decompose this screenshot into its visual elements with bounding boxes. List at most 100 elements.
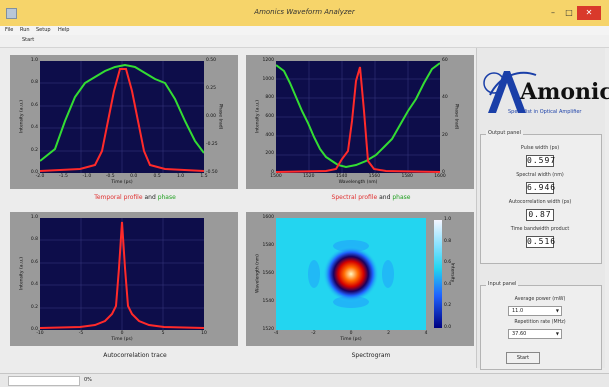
temporal-xtick: -1.5 (59, 174, 68, 179)
temporal-ytick-right: 0.50 (206, 58, 217, 63)
spectrogram-ytick-left: 1540 (262, 299, 274, 304)
input-panel-title: Input panel (486, 281, 519, 287)
close-button[interactable]: ✕ (577, 6, 601, 20)
spectrogram-caption: Spectrogram (351, 352, 391, 359)
spectral-caption-green: phase (392, 194, 411, 201)
spectral-xtick: 1580 (401, 174, 413, 179)
temporal-ytick-left: 0.4 (30, 125, 38, 131)
spectrogram-ylabel-left: Wavelength (nm) (255, 254, 261, 293)
autocorr-trace (40, 221, 204, 329)
spectral-xtick: 1540 (335, 174, 348, 179)
autocorr-xlabel: Time (ps) (111, 337, 133, 342)
window-title: Amonics Waveform Analyzer (254, 8, 355, 16)
spectral-ylabel-left: Intensity (a.u.) (255, 100, 261, 133)
logo-tagline: Specialist in Optical Amplifier (508, 109, 582, 115)
spectral-width-display: 6.946 (526, 182, 557, 194)
status-bar: 0% (0, 373, 609, 387)
spectrogram-colorbar-tick: 0.4 (444, 281, 452, 287)
amonics-logo-mark (483, 71, 537, 113)
autocorr-xtick: -5 (78, 331, 84, 336)
status-field (8, 376, 80, 386)
temporal-xtick: 0.5 (153, 174, 161, 179)
menu-help[interactable]: Help (58, 27, 70, 33)
pulse-width-label: Pulse width (ps) (520, 146, 560, 151)
spectrogram-peak (323, 246, 379, 302)
autocorr-width-label: Autocorrelation width (ps) (508, 200, 572, 205)
spectrogram-xlabel: Time (ps) (340, 337, 362, 342)
spectral-ytick-right: 60 (442, 58, 448, 63)
temporal-ytick-right: 0.00 (206, 114, 217, 119)
rep-rate-label: Repetition rate (MHz) (514, 320, 566, 325)
autocorr-xtick: -10 (36, 331, 44, 336)
spectrogram-xtick: 4 (424, 331, 428, 336)
spectrogram-colorbar-label: Intensity (449, 262, 455, 283)
spectrogram-ytick-left: 1600 (262, 215, 274, 220)
autocorr-ytick-left: 1.0 (30, 215, 38, 220)
toolbar-start-button[interactable]: Start (22, 37, 35, 43)
autocorr-xtick: 0 (120, 331, 124, 336)
app-icon (6, 8, 17, 19)
autocorr-ytick-left: 0.0 (30, 327, 38, 332)
spectral-caption-and: and (379, 194, 391, 201)
spectral-xlabel: Wavelength (nm) (338, 180, 378, 185)
spectrogram-xtick: -4 (273, 331, 279, 336)
menu-run[interactable]: Run (20, 27, 30, 33)
spectrogram-ytick-left: 1520 (262, 327, 274, 332)
company-logo: Amonics Specialist in Optical Amplifier (480, 55, 609, 125)
spectral-ytick-right: 40 (442, 95, 448, 101)
autocorr-xtick: 10 (201, 331, 207, 336)
autocorr-ytick-left: 0.4 (30, 282, 38, 288)
spectrogram-xtick: -2 (311, 331, 316, 336)
autocorr-plot-panel (10, 212, 238, 346)
temporal-caption-green: phase (157, 194, 176, 201)
spectrogram-colorbar-tick: 0.8 (444, 238, 452, 244)
temporal-plot-panel (10, 55, 238, 189)
spectral-xtick: 1500 (270, 174, 282, 179)
spectral-ytick-right: 0 (442, 170, 445, 175)
autocorr-ytick-left: 0.6 (30, 259, 38, 265)
spectral-ytick-left: 200 (265, 151, 274, 157)
spectrogram-lobe-right (382, 260, 394, 288)
temporal-ytick-right: -0.50 (206, 170, 218, 175)
spectral-ytick-left: 400 (265, 132, 274, 138)
temporal-xtick: 0.0 (130, 174, 138, 179)
chevron-down-icon: ▼ (555, 308, 559, 313)
temporal-ylabel-left: Intensity (a.u.) (19, 100, 25, 133)
start-button[interactable]: Start (506, 352, 540, 364)
temporal-plot (40, 61, 204, 173)
autocorr-ylabel-left: Intensity (a.u.) (19, 257, 25, 290)
temporal-ytick-left: 0.2 (30, 147, 38, 153)
output-panel-title: Output panel (486, 130, 523, 136)
spectral-xtick: 1600 (434, 174, 446, 179)
temporal-ytick-right: -0.25 (206, 142, 218, 147)
temporal-xtick: -2.0 (35, 174, 45, 179)
spectral-ylabel-right: Phase (rad) (453, 103, 459, 130)
temporal-xlabel: Time (ps) (111, 180, 133, 185)
menu-file[interactable]: File (5, 27, 14, 33)
spectrogram-colorbar-tick: 0.2 (444, 303, 452, 309)
spectral-xtick: 1560 (368, 174, 381, 179)
temporal-caption-and: and (144, 194, 156, 201)
minimize-button[interactable]: – (551, 8, 555, 17)
spectral-ytick-left: 1200 (262, 58, 274, 63)
spectral-ytick-left: 600 (265, 114, 274, 119)
autocorr-width-display: 0.87 (526, 209, 554, 221)
spectral-plot-area (276, 61, 440, 173)
avg-power-select[interactable]: 11.0 ▼ (508, 306, 562, 316)
spectral-plot (276, 61, 440, 173)
menu-setup[interactable]: Setup (36, 27, 51, 33)
spectrogram-colorbar-tick: 0.6 (444, 260, 452, 266)
spectral-intensity-trace (276, 66, 440, 173)
maximize-button[interactable]: □ (565, 8, 573, 17)
temporal-xtick: -0.5 (105, 174, 115, 179)
temporal-intensity-trace (40, 68, 204, 172)
spectrogram-area (276, 218, 426, 330)
rep-rate-select[interactable]: 37.60 ▼ (508, 329, 562, 339)
spectrogram-panel (246, 212, 474, 346)
temporal-ytick-left: 1.0 (30, 58, 38, 63)
autocorr-caption: Autocorrelation trace (103, 352, 167, 359)
spectral-xtick: 1520 (303, 174, 315, 179)
temporal-xtick: -1.0 (82, 174, 92, 179)
spectral-caption: Spectral profile and phase (296, 194, 446, 201)
temporal-xtick: 1.0 (176, 174, 185, 179)
